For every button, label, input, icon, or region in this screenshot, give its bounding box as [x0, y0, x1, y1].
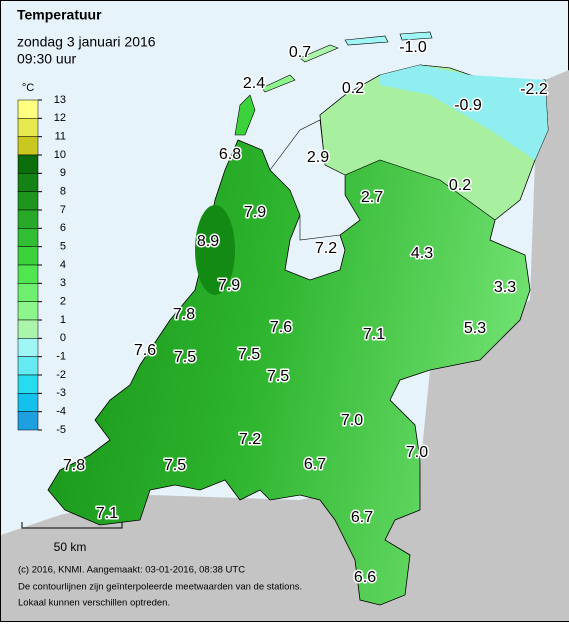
station-value: 7.1 — [96, 505, 118, 522]
station-value: 7.9 — [244, 204, 266, 221]
footer-line: (c) 2016, KNMI. Aangemaakt: 03-01-2016, … — [18, 565, 245, 576]
legend-cell — [17, 99, 39, 119]
legend-cell — [17, 356, 39, 376]
station-value: 8.9 — [197, 233, 219, 250]
station-value: 0.2 — [342, 80, 364, 97]
station-value: 7.2 — [315, 240, 337, 257]
station-value: 6.7 — [304, 456, 326, 473]
station-value: 7.5 — [164, 457, 186, 474]
legend-cell — [17, 173, 39, 192]
station-value: -2.2 — [520, 81, 548, 98]
legend-label: 4 — [60, 259, 66, 271]
legend-label: 3 — [60, 277, 66, 289]
legend-label: -2 — [56, 369, 66, 381]
station-value: 7.6 — [134, 342, 156, 359]
legend-cell — [17, 319, 39, 339]
time: 09:30 uur — [17, 51, 76, 67]
station-value: 7.1 — [363, 326, 385, 343]
legend-label: 0 — [60, 332, 66, 344]
legend-label: 12 — [54, 112, 66, 124]
legend-label: -4 — [56, 406, 66, 418]
station-value: 2.9 — [307, 149, 329, 166]
legend-unit: °C — [22, 82, 34, 94]
title: Temperatuur — [17, 7, 102, 23]
date: zondag 3 januari 2016 — [17, 34, 156, 50]
station-value: 7.5 — [174, 349, 196, 366]
station-value: 7.2 — [239, 431, 261, 448]
legend-cell — [17, 283, 39, 302]
station-value: 5.3 — [464, 320, 486, 337]
station-value: 7.0 — [341, 412, 363, 429]
legend-label: 6 — [60, 222, 66, 234]
station-value: 2.7 — [361, 189, 383, 206]
stations: 0.7 -1.0 2.4 0.2 -0.9 -2.2 6.8 2.9 0.2 2.7 7.9 8.9 7… — [61, 38, 549, 588]
station-value: 7.0 — [406, 444, 428, 461]
islands — [234, 31, 433, 136]
legend-label: -3 — [56, 387, 66, 399]
station-value: 6.8 — [219, 146, 241, 163]
station-value: -0.9 — [454, 97, 482, 114]
legend-label: 8 — [60, 186, 66, 198]
station-value: 7.5 — [267, 368, 289, 385]
legend-label: 10 — [54, 149, 66, 161]
legend-cell — [17, 136, 39, 156]
station-value: 7.6 — [270, 319, 292, 336]
station-value: 3.3 — [494, 279, 516, 296]
legend-label: 7 — [60, 204, 66, 216]
neighbour-land — [1, 70, 569, 621]
legend-cell — [17, 118, 39, 137]
legend-cell — [17, 374, 39, 394]
station-value: 6.7 — [351, 509, 373, 526]
legend-cell — [17, 228, 39, 247]
station-value: 7.5 — [238, 346, 260, 363]
legend-label: 13 — [54, 94, 66, 106]
station-value: -1.0 — [399, 39, 427, 56]
station-value: 7.8 — [173, 306, 195, 323]
legend-cell — [17, 154, 39, 174]
warm-patch — [195, 205, 235, 295]
station-value: 0.2 — [449, 177, 471, 194]
footer-line: Lokaal kunnen verschillen optreden. — [18, 598, 170, 609]
footer-line: De contourlijnen zijn geïnterpoleerde me… — [18, 582, 302, 593]
legend-cell — [17, 264, 39, 284]
station-value: 0.7 — [289, 44, 311, 61]
legend-cell — [17, 393, 39, 412]
legend-label: 5 — [60, 241, 66, 253]
station-value: 7.8 — [63, 457, 85, 474]
ijsselmeer — [269, 119, 361, 241]
legend-label: 11 — [55, 131, 66, 143]
legend-cell — [17, 411, 39, 431]
legend-cell — [17, 191, 39, 211]
station-value: 6.6 — [354, 569, 376, 586]
legend-label: -5 — [56, 424, 66, 436]
legend-label: -1 — [56, 351, 66, 363]
legend-cell — [17, 301, 39, 321]
legend-cell — [17, 338, 39, 357]
scale-bar — [21, 522, 123, 529]
legend-label: 1 — [60, 314, 66, 326]
legend-cell — [17, 246, 39, 266]
station-value: 2.4 — [243, 75, 265, 92]
scale-label: 50 km — [54, 540, 87, 554]
legend-cell — [17, 209, 39, 229]
legend-label: 9 — [60, 167, 66, 179]
station-value: 7.9 — [218, 277, 240, 294]
legend-label: 2 — [60, 296, 66, 308]
cold-zone — [380, 65, 548, 160]
station-value: 4.3 — [411, 245, 433, 262]
